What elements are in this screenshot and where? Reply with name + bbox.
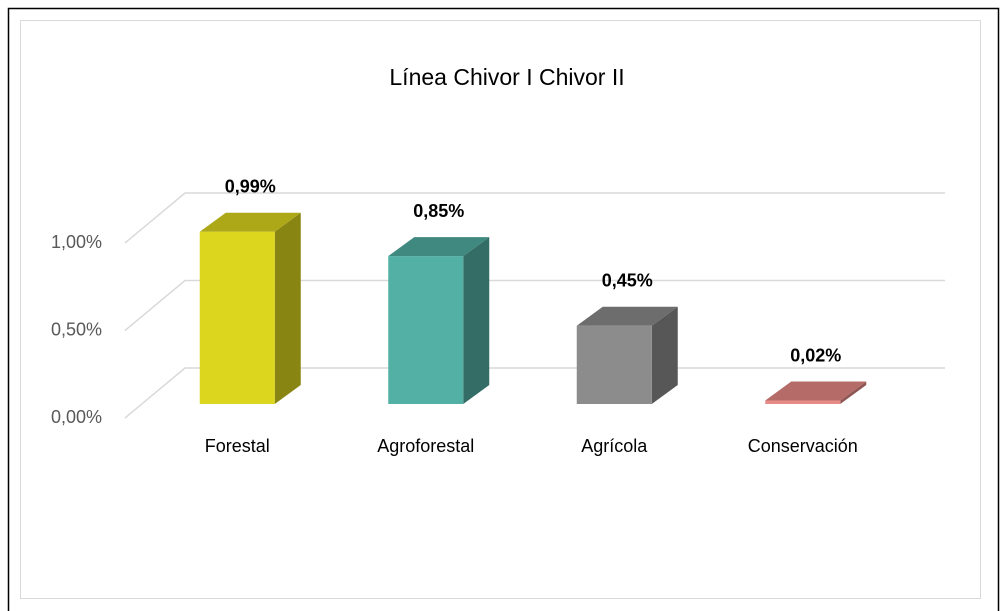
bar [388, 256, 464, 404]
y-tick-label: 1,00% [51, 232, 102, 252]
bar-top [765, 381, 867, 401]
bar [199, 231, 275, 404]
y-tick-label: 0,00% [51, 407, 102, 427]
x-tick-label: Agroforestal [377, 436, 474, 456]
bar-side [274, 212, 301, 404]
bar-side [463, 237, 490, 404]
value-label: 0,85% [413, 201, 464, 221]
grid-line [124, 367, 945, 419]
outer-frame [7, 7, 1000, 611]
x-tick-label: Conservación [748, 436, 858, 456]
grid-line [124, 279, 945, 332]
value-label: 0,02% [790, 345, 841, 365]
bar-side [651, 306, 678, 404]
bar-top [388, 237, 490, 257]
grid-line [124, 192, 945, 244]
value-label: 0,99% [225, 176, 276, 196]
x-tick-label: Forestal [205, 436, 270, 456]
bar-side [840, 381, 867, 404]
bar-top [576, 306, 678, 326]
chart-area [20, 20, 981, 599]
bar-top [199, 212, 301, 232]
value-label: 0,45% [602, 270, 653, 290]
bar [576, 325, 652, 404]
chart-title: Línea Chivor I Chivor II [389, 64, 624, 90]
bar [765, 400, 841, 404]
y-tick-label: 0,50% [51, 319, 102, 339]
x-tick-label: Agrícola [581, 436, 648, 456]
